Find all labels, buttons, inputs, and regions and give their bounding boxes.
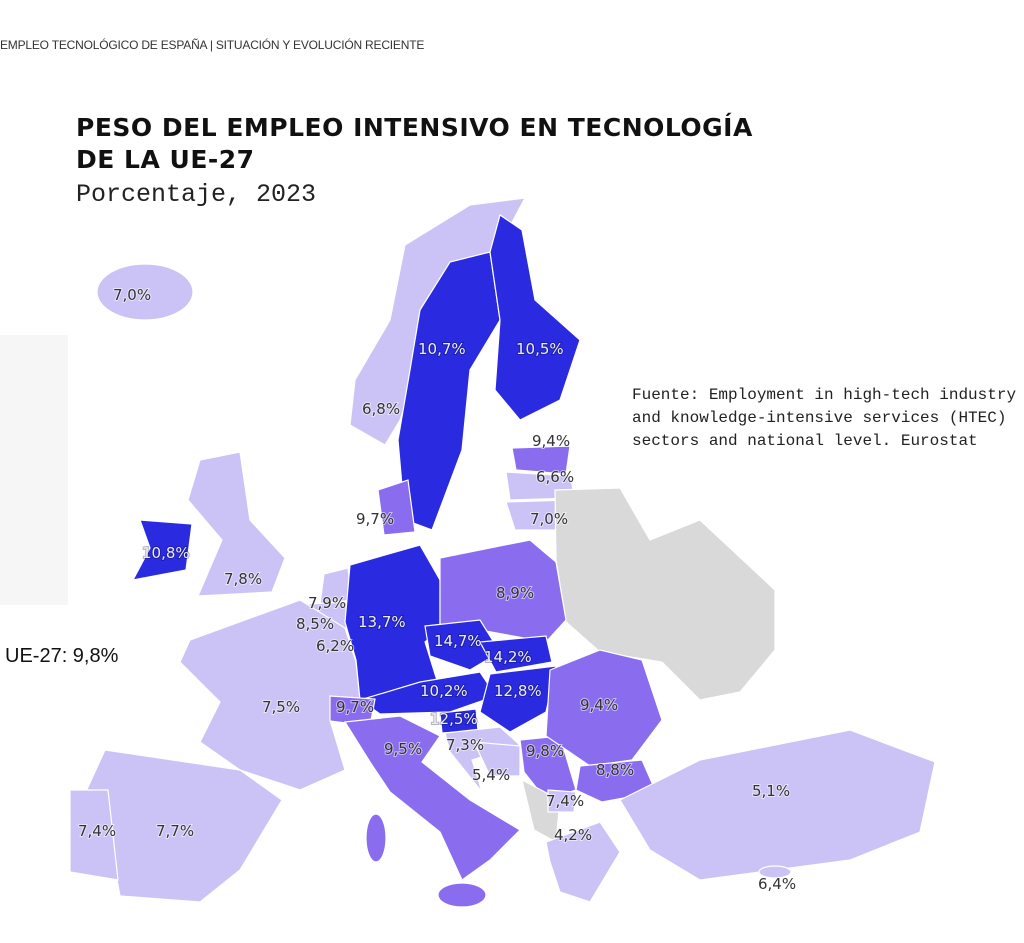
value-label-IS: 7,0%	[113, 286, 151, 304]
region-MK	[547, 789, 577, 813]
region-EE	[511, 445, 571, 475]
value-label-DK: 9,7%	[356, 510, 394, 528]
value-label-SI: 12,5%	[430, 710, 478, 728]
region-RO	[545, 649, 663, 767]
value-label-AT: 10,2%	[420, 682, 468, 700]
value-label-UK: 7,8%	[224, 570, 262, 588]
value-label-NO: 6,8%	[362, 400, 400, 418]
value-label-IT: 9,5%	[384, 740, 422, 758]
value-label-RO: 9,4%	[580, 696, 618, 714]
value-label-BE: 8,5%	[296, 615, 334, 633]
region-CY	[758, 865, 792, 879]
value-label-RS: 9,8%	[526, 742, 564, 760]
region-IS	[96, 263, 194, 321]
value-label-CH: 9,7%	[336, 698, 374, 716]
region-IT	[343, 715, 521, 881]
region-DK	[377, 479, 416, 536]
value-label-PL: 8,9%	[496, 584, 534, 602]
region-PT	[69, 789, 119, 881]
value-label-TR: 5,1%	[752, 782, 790, 800]
value-label-EE: 9,4%	[532, 432, 570, 450]
region-IT-sicily	[437, 882, 487, 908]
region-GR	[545, 821, 621, 903]
value-label-LT: 7,0%	[530, 510, 568, 528]
value-label-MK: 7,4%	[546, 792, 584, 810]
region-FI	[489, 214, 581, 421]
region-RU-UA-BY	[554, 487, 776, 701]
value-label-LV: 6,6%	[536, 468, 574, 486]
region-HR	[444, 726, 522, 793]
value-label-SK: 14,2%	[484, 648, 532, 666]
region-FR	[179, 599, 361, 791]
value-label-CZ: 14,7%	[434, 632, 482, 650]
value-label-NL: 7,9%	[308, 594, 346, 612]
value-label-CY: 6,4%	[758, 875, 796, 893]
region-CZ	[424, 619, 501, 671]
value-label-HU: 12,8%	[494, 682, 542, 700]
value-label-ES: 7,7%	[156, 822, 194, 840]
region-SE	[397, 251, 501, 531]
region-UK	[187, 451, 286, 597]
value-label-PT: 7,4%	[78, 822, 116, 840]
region-BA	[473, 741, 521, 777]
region-IE	[131, 519, 193, 581]
value-label-LU: 6,2%	[316, 637, 354, 655]
eu-average: UE-27: 9,8%	[5, 645, 119, 667]
value-label-BA: 5,4%	[472, 766, 510, 784]
value-label-HR: 7,3%	[446, 736, 484, 754]
map-title: PESO DEL EMPLEO INTENSIVO EN TECNOLOGÍA …	[76, 112, 753, 176]
source-note: Fuente: Employment in high-tech industry…	[632, 386, 1017, 450]
value-label-FR: 7,5%	[262, 698, 300, 716]
value-label-GR: 4,2%	[554, 826, 592, 844]
side-panel	[0, 335, 68, 605]
value-label-SE: 10,7%	[418, 340, 466, 358]
map-subtitle: Porcentaje, 2023	[76, 180, 317, 209]
value-label-FI: 10,5%	[516, 340, 564, 358]
value-label-BG: 8,8%	[596, 761, 634, 779]
region-SK	[479, 635, 553, 673]
region-IT-sardinia	[365, 813, 387, 863]
region-TR	[619, 729, 936, 881]
report-header: EMPLEO TECNOLÓGICO DE ESPAÑA | SITUACIÓN…	[0, 38, 425, 52]
region-HU	[479, 665, 557, 733]
value-label-IE: 10,8%	[142, 544, 190, 562]
title-line-2: DE LA UE-27	[76, 145, 255, 174]
value-label-DE: 13,7%	[358, 613, 406, 631]
title-line-1: PESO DEL EMPLEO INTENSIVO EN TECNOLOGÍA	[76, 113, 753, 142]
